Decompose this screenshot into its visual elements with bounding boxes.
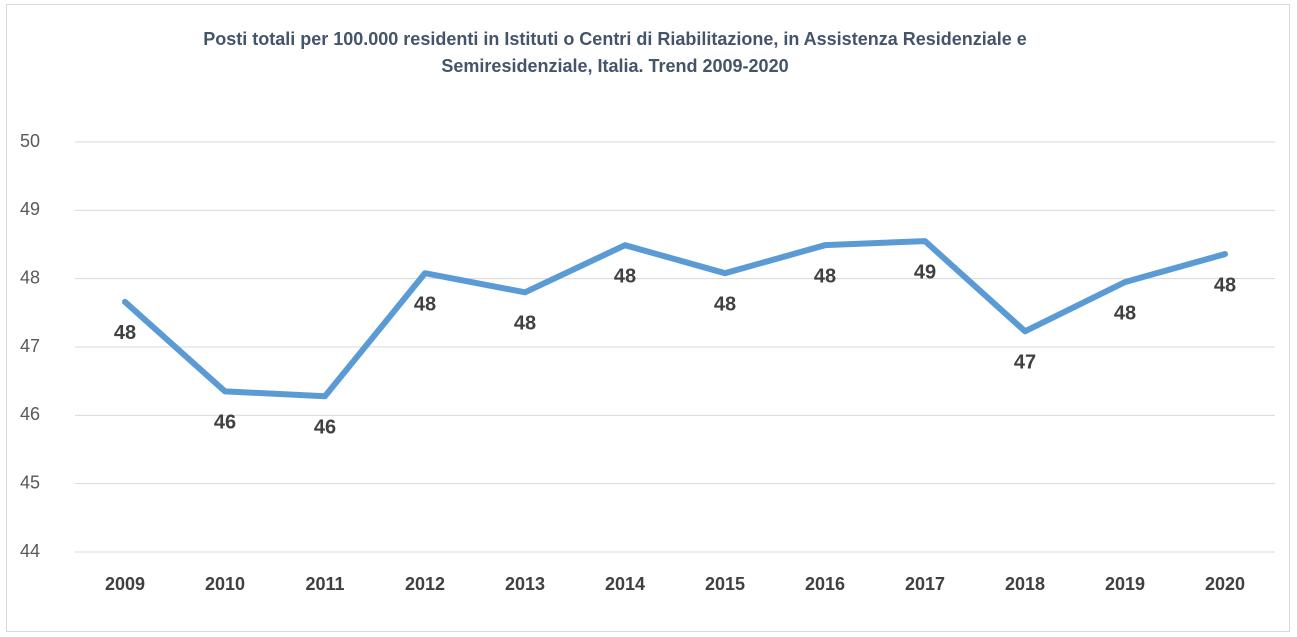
x-tick-label: 2019	[1105, 574, 1145, 594]
data-label: 48	[1214, 274, 1236, 296]
x-tick-label: 2011	[305, 574, 344, 594]
x-tick-label: 2009	[105, 574, 145, 594]
y-tick-label: 44	[20, 541, 40, 561]
chart-frame	[6, 4, 1290, 632]
x-tick-label: 2010	[205, 574, 245, 594]
x-tick-label: 2014	[605, 574, 645, 594]
x-tick-label: 2015	[705, 574, 745, 594]
y-tick-label: 47	[20, 336, 40, 356]
y-tick-label: 49	[20, 199, 40, 219]
x-tick-label: 2013	[505, 574, 545, 594]
data-label: 46	[214, 412, 236, 434]
y-tick-label: 45	[20, 472, 40, 492]
data-label: 49	[914, 261, 936, 283]
x-tick-label: 2016	[805, 574, 845, 594]
line	[122, 238, 1228, 400]
data-label: 48	[1114, 302, 1136, 324]
data-label: 48	[814, 265, 836, 287]
data-label: 48	[614, 265, 636, 287]
data-label: 46	[314, 416, 336, 438]
data-label: 48	[514, 313, 536, 335]
y-tick-label: 46	[20, 404, 40, 424]
x-tick-label: 2020	[1205, 574, 1245, 594]
y-tick-label: 48	[20, 267, 40, 287]
data-label: 48	[714, 293, 736, 315]
y-tick-label: 50	[20, 131, 40, 151]
x-tick-label: 2012	[405, 574, 445, 594]
x-tick-label: 2018	[1005, 574, 1045, 594]
data-label: 47	[1014, 352, 1036, 374]
data-label: 48	[114, 322, 136, 344]
chart-title: Posti totali per 100.000 residenti in Is…	[203, 29, 1027, 76]
x-tick-label: 2017	[905, 574, 945, 594]
data-label: 48	[414, 293, 436, 315]
